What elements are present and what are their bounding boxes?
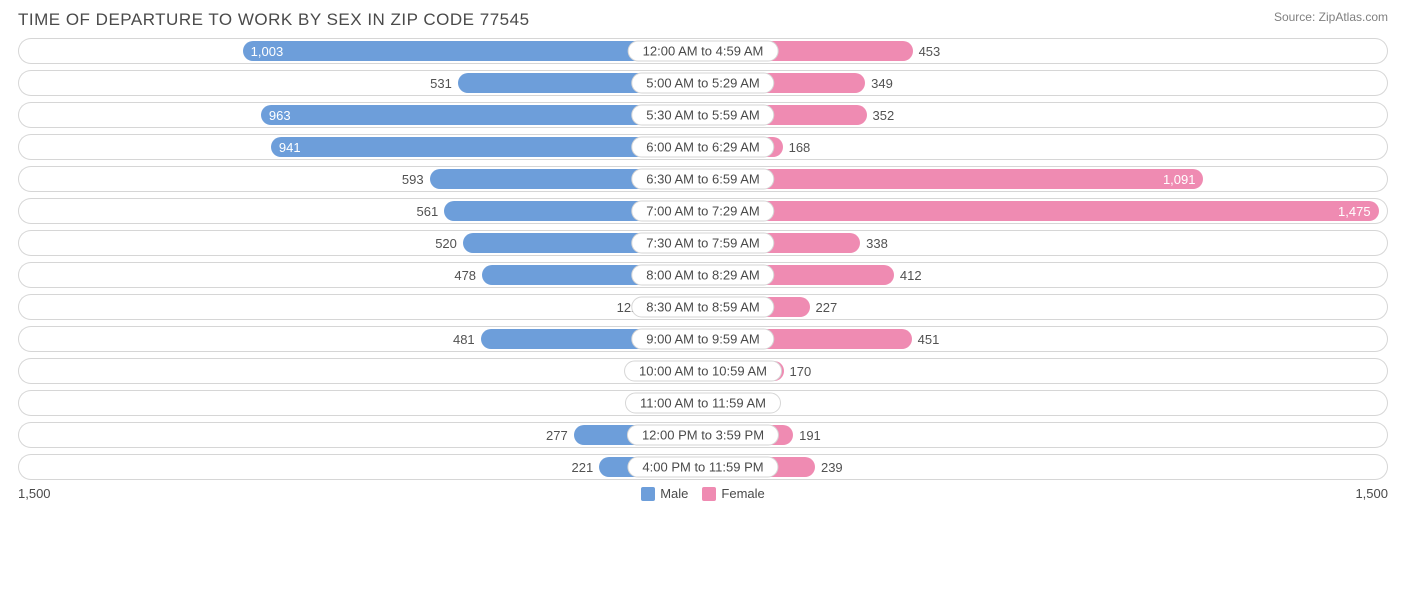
row-label: 9:00 AM to 9:59 AM: [631, 329, 774, 350]
male-track: 593: [18, 166, 703, 192]
chart-row: 555511:00 AM to 11:59 AM: [18, 390, 1388, 416]
chart-source: Source: ZipAtlas.com: [1274, 10, 1388, 24]
chart-row: 593 1,091 6:30 AM to 6:59 AM: [18, 166, 1388, 192]
chart-row: 963 352 5:30 AM to 5:59 AM: [18, 102, 1388, 128]
female-value: 168: [783, 140, 811, 155]
male-track: 561: [18, 198, 703, 224]
row-label: 8:00 AM to 8:29 AM: [631, 265, 774, 286]
female-track: 191: [703, 422, 1388, 448]
axis-right-max: 1,500: [1355, 486, 1388, 501]
male-track: 277: [18, 422, 703, 448]
male-value: 531: [430, 76, 458, 91]
legend-male: Male: [641, 486, 688, 501]
male-track: 941: [18, 134, 703, 160]
female-track: 349: [703, 70, 1388, 96]
male-value: 520: [435, 236, 463, 251]
chart-row: 221 239 4:00 PM to 11:59 PM: [18, 454, 1388, 480]
male-value: 561: [416, 204, 444, 219]
chart-title: TIME OF DEPARTURE TO WORK BY SEX IN ZIP …: [18, 10, 530, 30]
row-label: 11:00 AM to 11:59 AM: [625, 393, 781, 414]
female-value: 191: [793, 428, 821, 443]
male-track: 478: [18, 262, 703, 288]
male-track: 221: [18, 454, 703, 480]
female-track: 227: [703, 294, 1388, 320]
legend-female: Female: [702, 486, 764, 501]
row-label: 12:00 PM to 3:59 PM: [627, 425, 779, 446]
legend-male-swatch: [641, 487, 655, 501]
chart-row: 478 412 8:00 AM to 8:29 AM: [18, 262, 1388, 288]
female-value: 170: [784, 364, 812, 379]
legend: Male Female: [641, 486, 765, 501]
male-track: 481: [18, 326, 703, 352]
female-value: 227: [810, 300, 838, 315]
legend-female-label: Female: [721, 486, 764, 501]
female-track: 1,475: [703, 198, 1388, 224]
male-value: 481: [453, 332, 481, 347]
row-label: 10:00 AM to 10:59 AM: [624, 361, 782, 382]
male-track: 520: [18, 230, 703, 256]
male-track: 74: [18, 358, 703, 384]
male-value: 1,003: [243, 44, 292, 59]
row-label: 12:00 AM to 4:59 AM: [628, 41, 779, 62]
female-track: 453: [703, 38, 1388, 64]
chart-row: 277 191 12:00 PM to 3:59 PM: [18, 422, 1388, 448]
row-label: 7:00 AM to 7:29 AM: [631, 201, 774, 222]
male-track: 531: [18, 70, 703, 96]
female-track: 1,091: [703, 166, 1388, 192]
male-value: 593: [402, 172, 430, 187]
female-value: 349: [865, 76, 893, 91]
female-track: 451: [703, 326, 1388, 352]
female-value: 338: [860, 236, 888, 251]
female-value: 352: [867, 108, 895, 123]
female-track: 412: [703, 262, 1388, 288]
row-label: 5:30 AM to 5:59 AM: [631, 105, 774, 126]
legend-female-swatch: [702, 487, 716, 501]
female-bar: 1,475: [706, 201, 1379, 221]
male-value: 963: [261, 108, 299, 123]
female-value: 451: [912, 332, 940, 347]
female-value: 1,475: [1330, 204, 1379, 219]
chart-footer: 1,500 Male Female 1,500: [18, 486, 1388, 501]
male-track: 122: [18, 294, 703, 320]
chart-row: 520 338 7:30 AM to 7:59 AM: [18, 230, 1388, 256]
female-track: 352: [703, 102, 1388, 128]
chart-row: 122 227 8:30 AM to 8:59 AM: [18, 294, 1388, 320]
female-track: 338: [703, 230, 1388, 256]
axis-left-max: 1,500: [18, 486, 51, 501]
row-label: 5:00 AM to 5:29 AM: [631, 73, 774, 94]
male-value: 277: [546, 428, 574, 443]
legend-male-label: Male: [660, 486, 688, 501]
male-value: 478: [454, 268, 482, 283]
row-label: 4:00 PM to 11:59 PM: [627, 457, 778, 478]
chart-header: TIME OF DEPARTURE TO WORK BY SEX IN ZIP …: [18, 10, 1388, 30]
male-track: 1,003: [18, 38, 703, 64]
chart-row: 481 451 9:00 AM to 9:59 AM: [18, 326, 1388, 352]
male-value: 221: [572, 460, 600, 475]
chart-row: 561 1,475 7:00 AM to 7:29 AM: [18, 198, 1388, 224]
female-value: 1,091: [1155, 172, 1204, 187]
row-label: 7:30 AM to 7:59 AM: [631, 233, 774, 254]
chart-row: 1,003 453 12:00 AM to 4:59 AM: [18, 38, 1388, 64]
female-track: 170: [703, 358, 1388, 384]
row-label: 6:00 AM to 6:29 AM: [631, 137, 774, 158]
female-value: 239: [815, 460, 843, 475]
male-value: 941: [271, 140, 309, 155]
female-bar: 1,091: [706, 169, 1203, 189]
diverging-bar-chart: 1,003 453 12:00 AM to 4:59 AM 531 349 5:00 AM…: [18, 38, 1388, 480]
row-label: 6:30 AM to 6:59 AM: [631, 169, 774, 190]
male-track: 55: [18, 390, 703, 416]
chart-row: 74 17010:00 AM to 10:59 AM: [18, 358, 1388, 384]
female-value: 412: [894, 268, 922, 283]
row-label: 8:30 AM to 8:59 AM: [631, 297, 774, 318]
female-track: 168: [703, 134, 1388, 160]
chart-row: 941 168 6:00 AM to 6:29 AM: [18, 134, 1388, 160]
female-track: 239: [703, 454, 1388, 480]
chart-row: 531 349 5:00 AM to 5:29 AM: [18, 70, 1388, 96]
female-track: 55: [703, 390, 1388, 416]
male-track: 963: [18, 102, 703, 128]
female-value: 453: [913, 44, 941, 59]
